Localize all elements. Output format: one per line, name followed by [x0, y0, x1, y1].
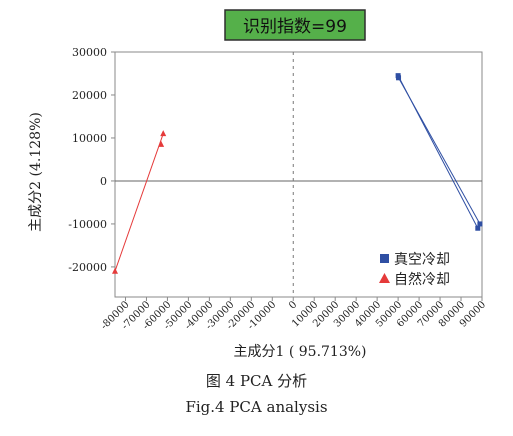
data-point: [475, 225, 481, 231]
legend-marker-vacuum: [380, 254, 389, 263]
y-tick-label: 0: [100, 175, 107, 188]
figure-caption-chinese: 图 4 PCA 分析: [205, 372, 308, 390]
series-vacuum-cooling: [395, 73, 483, 231]
series-natural-cooling: [112, 130, 167, 274]
data-point: [477, 221, 483, 227]
legend-label-vacuum: 真空冷却: [394, 252, 450, 268]
legend: 真空冷却 自然冷却: [379, 252, 450, 288]
y-axis-ticks: 30000 20000 10000 0 -10000 -20000: [68, 46, 115, 274]
y-tick-label: -20000: [68, 261, 107, 274]
y-axis-title: 主成分2 (4.128%): [28, 112, 44, 232]
y-tick-label: 20000: [72, 89, 107, 102]
legend-marker-natural: [379, 273, 390, 283]
series-layer: [112, 73, 483, 274]
x-tick-label: 0: [287, 299, 299, 311]
series-line: [398, 77, 481, 225]
data-point: [160, 130, 167, 137]
data-point: [158, 140, 165, 147]
identification-index-label: 识别指数=99: [243, 17, 347, 37]
plot-frame: [114, 51, 483, 298]
series-line: [114, 133, 164, 272]
y-tick-label: 10000: [72, 132, 107, 145]
y-tick-label: 30000: [72, 46, 107, 59]
y-tick-label: -10000: [68, 218, 107, 231]
identification-index-badge: [224, 9, 366, 41]
x-axis-title: 主成分1 ( 95.713%): [233, 344, 366, 360]
zero-axes: [115, 52, 482, 297]
data-point: [396, 75, 402, 81]
data-point: [112, 267, 118, 274]
legend-label-natural: 自然冷却: [394, 271, 450, 288]
x-axis-ticks: -80000-70000-60000-50000-40000-30000-200…: [99, 297, 488, 332]
figure-caption-english: Fig.4 PCA analysis: [185, 398, 328, 416]
pca-chart: 识别指数=99 30000 20000 10000 0 -10000 -20000 -80…: [28, 9, 488, 360]
